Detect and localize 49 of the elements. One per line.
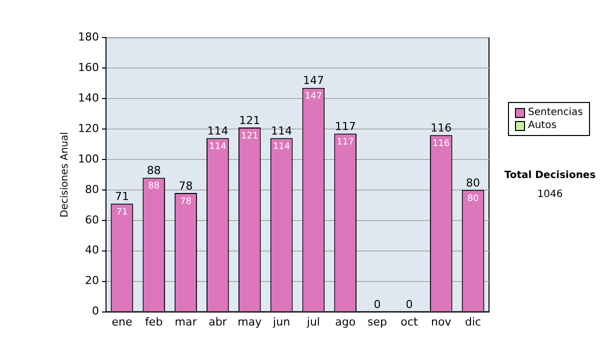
y-tick-label: 100	[78, 152, 99, 166]
x-tick-label: ago	[335, 315, 356, 328]
total-label: 71	[114, 190, 129, 204]
x-tick-label: sep	[368, 315, 388, 328]
y-axis-title: Decisiones Anual	[60, 132, 71, 218]
x-tick-label: ene	[112, 315, 132, 328]
total-label: 88	[146, 164, 161, 178]
data-label: 147	[304, 92, 322, 102]
x-tick-label: jun	[272, 315, 290, 328]
total-label: 0	[406, 298, 413, 312]
data-label: 117	[336, 137, 354, 148]
total-label: 114	[271, 124, 292, 138]
total-label: 78	[178, 179, 193, 192]
y-tick-label: 20	[84, 274, 99, 288]
y-tick-label: 80	[84, 182, 99, 196]
y-tick-label: 140	[78, 91, 99, 104]
data-label: 114	[272, 142, 290, 152]
total-label: 114	[207, 124, 228, 138]
legend-label: Sentencias	[528, 106, 583, 119]
data-label: 88	[148, 182, 160, 192]
total-label: 0	[374, 298, 381, 312]
y-tick-label: 160	[78, 60, 99, 74]
data-label: 114	[209, 142, 227, 152]
y-tick-label: 120	[78, 122, 99, 135]
y-tick-label: 180	[78, 30, 99, 44]
total-label: 117	[334, 120, 356, 133]
legend-label: Autos	[528, 119, 556, 132]
total-label: 147	[302, 74, 324, 88]
total-label: 121	[239, 114, 260, 127]
data-label: 78	[180, 196, 192, 207]
text: 1046	[536, 189, 564, 200]
total-label: 80	[466, 176, 480, 190]
y-tick-label: 60	[84, 213, 99, 226]
x-tick-label: mar	[174, 315, 198, 328]
x-tick-label: may	[238, 315, 262, 328]
x-tick-label: jul	[306, 315, 320, 328]
y-tick-label: 40	[84, 244, 99, 257]
y-tick-label: 0	[92, 304, 99, 318]
data-label: 116	[432, 138, 450, 149]
x-tick-label: abr	[208, 315, 228, 328]
x-tick-label: oct	[400, 315, 418, 328]
x-tick-label: feb	[145, 315, 163, 328]
x-tick-label: nov	[431, 315, 452, 328]
text: Total Decisiones	[503, 170, 597, 181]
data-label: 80	[467, 194, 480, 204]
data-label: 121	[241, 131, 258, 142]
total-label: 116	[430, 121, 452, 134]
x-tick-label: dic	[464, 315, 482, 328]
data-label: 71	[116, 207, 128, 218]
